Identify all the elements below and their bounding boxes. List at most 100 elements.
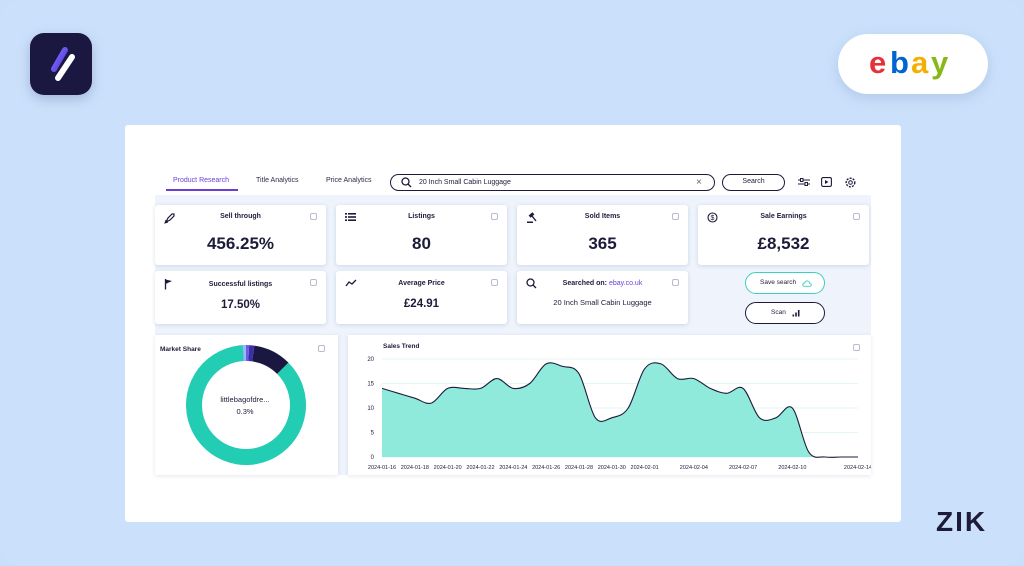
x-tick-label: 2024-02-10 <box>778 465 806 471</box>
tab-product-research[interactable]: Product Research <box>173 177 230 184</box>
sales-data-point[interactable] <box>708 386 712 390</box>
sales-data-point[interactable] <box>413 396 417 400</box>
help-icon[interactable] <box>491 279 498 286</box>
market-share-panel: Market Share littlebagofdre... 0.3% <box>155 335 338 475</box>
save-search-label: Save search <box>760 279 797 286</box>
sales-data-point[interactable] <box>626 406 630 410</box>
searched-on-label: Searched on: ebay.co.uk <box>517 280 688 287</box>
video-play-icon[interactable] <box>821 177 832 187</box>
sales-data-point[interactable] <box>643 367 647 371</box>
sales-data-point[interactable] <box>593 416 597 420</box>
tab-price-analytics[interactable]: Price Analytics <box>326 177 372 184</box>
donut-segment-4[interactable] <box>246 345 250 362</box>
ebay-logo-badge: e b a y <box>838 34 988 94</box>
sales-data-point[interactable] <box>807 450 811 454</box>
sales-data-point[interactable] <box>725 391 729 395</box>
sales-data-point[interactable] <box>495 377 499 381</box>
clear-search-icon[interactable]: × <box>696 176 702 188</box>
x-tick-label: 2024-02-07 <box>729 465 757 471</box>
sales-series-line[interactable] <box>381 362 858 458</box>
list-icon <box>345 213 356 221</box>
help-icon[interactable] <box>310 213 317 220</box>
sales-trend-panel: Sales Trend 0 5 10 15 20 2024-01-16 2024-01-18… <box>348 335 871 475</box>
sliders-icon[interactable] <box>798 177 810 187</box>
ebay-letter-e: e <box>869 47 886 80</box>
donut-segment-2[interactable] <box>252 345 289 374</box>
x-tick-label: 2024-01-18 <box>401 465 429 471</box>
donut-segment-3[interactable] <box>248 345 255 362</box>
trend-line-icon <box>345 279 357 287</box>
sell-through-label: Sell through <box>220 213 261 220</box>
x-tick-label: 2024-01-30 <box>598 465 626 471</box>
search-input-value: 20 Inch Small Cabin Luggage <box>419 178 511 186</box>
auction-gavel-icon <box>527 212 537 223</box>
sales-data-point[interactable] <box>659 362 663 366</box>
flag-icon <box>164 279 172 290</box>
x-tick-label: 2024-01-20 <box>434 465 462 471</box>
average-price-card: Average Price £24.91 <box>336 271 507 324</box>
average-price-value: £24.91 <box>403 298 440 310</box>
y-tick-label: 0 <box>371 455 375 461</box>
search-input[interactable]: 20 Inch Small Cabin Luggage × <box>390 174 715 191</box>
help-icon[interactable] <box>853 213 860 220</box>
y-tick-label: 20 <box>367 357 374 363</box>
sales-data-point[interactable] <box>380 386 384 390</box>
settings-gear-icon[interactable] <box>845 177 856 188</box>
sales-data-point[interactable] <box>790 406 794 410</box>
sale-earnings-label: Sale Earnings <box>760 213 807 220</box>
help-icon[interactable] <box>672 279 679 286</box>
x-tick-label: 2024-02-14 <box>844 465 871 471</box>
ebay-letter-a: a <box>911 47 929 80</box>
signal-bars-icon <box>792 310 800 317</box>
x-tick-label: 2024-01-16 <box>368 465 396 471</box>
sales-data-point[interactable] <box>478 386 482 390</box>
sales-data-point[interactable] <box>840 455 844 459</box>
searched-on-domain[interactable]: ebay.co.uk <box>608 280 643 287</box>
searched-on-query: 20 Inch Small Cabin Luggage <box>553 298 652 307</box>
successful-listings-card: Successful listings 17.50% <box>155 271 326 324</box>
help-icon[interactable] <box>310 279 317 286</box>
sales-data-point[interactable] <box>561 364 565 368</box>
sales-trend-title: Sales Trend <box>383 343 420 350</box>
help-icon[interactable] <box>318 345 325 352</box>
sales-data-point[interactable] <box>462 386 466 390</box>
sales-data-point[interactable] <box>692 377 696 381</box>
sales-data-point[interactable] <box>544 362 548 366</box>
x-tick-label: 2024-01-26 <box>532 465 560 471</box>
sales-data-point[interactable] <box>429 401 433 405</box>
sales-data-point[interactable] <box>528 382 532 386</box>
sales-data-point[interactable] <box>758 416 762 420</box>
sales-data-point[interactable] <box>675 377 679 381</box>
search-button[interactable]: Search <box>722 174 785 191</box>
scan-button[interactable]: Scan <box>745 302 825 324</box>
x-tick-label: 2024-02-01 <box>631 465 659 471</box>
sales-data-point[interactable] <box>856 455 860 459</box>
sell-through-value: 456.25% <box>206 234 275 253</box>
help-icon[interactable] <box>491 213 498 220</box>
active-tab-underline <box>166 189 238 191</box>
sales-data-point[interactable] <box>823 455 827 459</box>
sales-data-point[interactable] <box>741 386 745 390</box>
sold-items-card: Sold Items 365 <box>517 205 688 265</box>
help-icon[interactable] <box>853 344 860 351</box>
scan-label: Scan <box>771 309 786 316</box>
sales-data-point[interactable] <box>396 391 400 395</box>
help-icon[interactable] <box>672 213 679 220</box>
searched-on-prefix: Searched on: <box>562 280 608 287</box>
sales-data-point[interactable] <box>511 386 515 390</box>
donut-segment-5[interactable] <box>242 345 246 362</box>
sales-data-point[interactable] <box>446 386 450 390</box>
zik-slash-logo-icon <box>30 33 92 95</box>
sales-data-point[interactable] <box>774 416 778 420</box>
listings-label: Listings <box>408 213 435 220</box>
market-share-donut <box>186 345 306 465</box>
x-tick-label: 2024-01-24 <box>499 465 527 471</box>
cloud-icon <box>802 280 812 287</box>
donut-center-share: 0.3% <box>236 407 254 416</box>
x-tick-label: 2024-01-22 <box>466 465 494 471</box>
save-search-button[interactable]: Save search <box>745 272 825 294</box>
ebay-letter-y: y <box>931 47 949 80</box>
sales-data-point[interactable] <box>610 416 614 420</box>
tab-title-analytics[interactable]: Title Analytics <box>256 177 299 184</box>
sales-data-point[interactable] <box>577 372 581 376</box>
